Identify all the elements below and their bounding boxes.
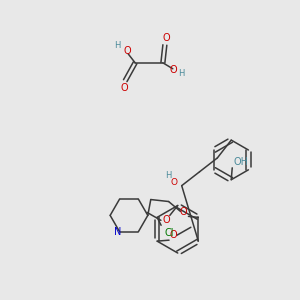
Text: Cl: Cl — [164, 228, 174, 238]
Text: O: O — [170, 178, 177, 187]
Text: H: H — [165, 171, 171, 180]
Text: O: O — [169, 230, 177, 240]
Text: O: O — [170, 65, 178, 75]
Text: H: H — [114, 41, 120, 50]
Text: O: O — [162, 33, 170, 43]
Text: N: N — [114, 227, 121, 237]
Text: O: O — [180, 207, 187, 218]
Text: OH: OH — [234, 157, 249, 167]
Text: H: H — [178, 69, 185, 78]
Text: O: O — [162, 215, 170, 225]
Text: O: O — [120, 82, 128, 93]
Text: O: O — [123, 46, 131, 56]
